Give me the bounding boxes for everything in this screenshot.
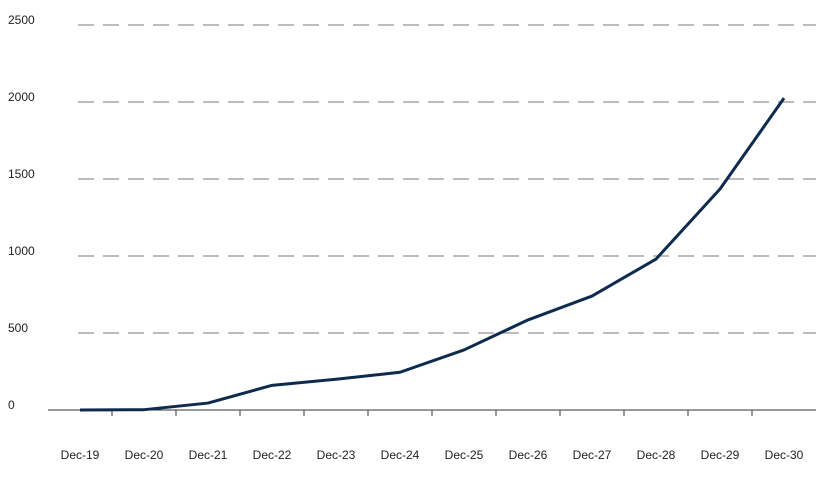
- x-tick-label: Dec-27: [573, 448, 612, 462]
- y-tick-label: 0: [8, 398, 15, 412]
- x-tick-label: Dec-25: [445, 448, 484, 462]
- y-tick-label: 2500: [8, 13, 35, 27]
- y-tick-label: 1000: [8, 244, 35, 258]
- x-tick-label: Dec-20: [125, 448, 164, 462]
- y-tick-label: 2000: [8, 90, 35, 104]
- line-series: [79, 97, 786, 412]
- x-tick-label: Dec-28: [637, 448, 676, 462]
- y-tick-label: 500: [8, 321, 28, 335]
- x-tick-label: Dec-30: [765, 448, 804, 462]
- x-tick-label: Dec-22: [253, 448, 292, 462]
- x-tick-label: Dec-23: [317, 448, 356, 462]
- x-tick-label: Dec-19: [61, 448, 100, 462]
- x-tick-label: Dec-24: [381, 448, 420, 462]
- x-tick-label: Dec-29: [701, 448, 740, 462]
- x-tick-label: Dec-26: [509, 448, 548, 462]
- y-tick-label: 1500: [8, 167, 35, 181]
- x-tick-label: Dec-21: [189, 448, 228, 462]
